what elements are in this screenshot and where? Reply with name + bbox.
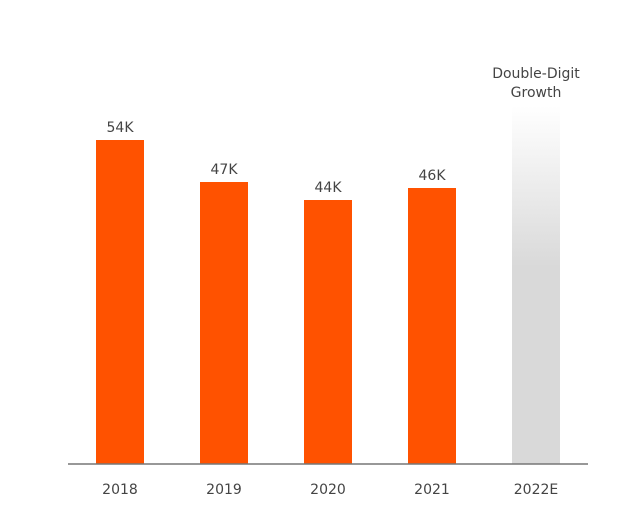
bar-2020 [304,200,352,464]
projection-label-line: Double-Digit [492,66,580,82]
bar-2019 [200,182,248,464]
x-tick-label-2020: 2020 [310,482,346,498]
x-tick-label-2022E: 2022E [514,482,558,498]
x-tick-label-2018: 2018 [102,482,138,498]
data-label-2018: 54K [107,120,135,136]
bar-2018 [96,140,144,464]
bar-2021 [408,188,456,464]
data-label-2019: 47K [211,162,239,178]
data-label-2021: 46K [419,168,447,184]
projection-bar-2022E [512,106,560,464]
data-label-2020: 44K [315,180,343,196]
x-tick-label-2019: 2019 [206,482,242,498]
projection-label-line: Growth [511,85,562,101]
x-tick-label-2021: 2021 [414,482,450,498]
